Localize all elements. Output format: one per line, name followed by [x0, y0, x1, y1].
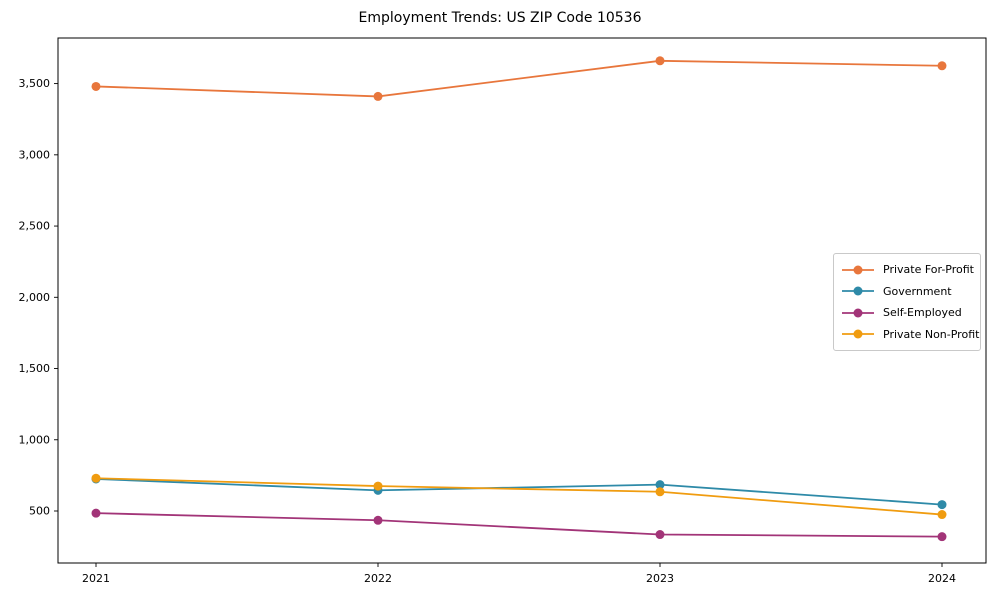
data-point-private-for-profit — [655, 56, 665, 66]
x-tick-label: 2024 — [928, 572, 956, 585]
legend-marker-icon — [842, 286, 874, 296]
data-point-private-for-profit — [373, 91, 383, 101]
legend-label: Government — [883, 284, 952, 298]
data-point-self-employed — [655, 530, 665, 540]
data-point-self-employed — [373, 515, 383, 525]
series-line-private-non-profit — [95, 477, 943, 516]
legend-label: Self-Employed — [883, 306, 962, 320]
legend-label: Private Non-Profit — [883, 327, 980, 341]
legend-item: Government — [841, 281, 972, 303]
y-tick-label: 1,500 — [19, 362, 51, 375]
axes-frame — [57, 37, 987, 564]
series-line-government — [95, 478, 943, 506]
data-point-self-employed — [91, 508, 101, 518]
x-tick-label: 2023 — [646, 572, 674, 585]
legend-item: Private Non-Profit — [841, 324, 979, 346]
legend: Private For-Profit Government Self-Employe… — [833, 253, 981, 351]
legend-marker-icon — [842, 265, 874, 275]
legend-item: Private For-Profit — [841, 259, 974, 281]
data-point-private-for-profit — [91, 81, 101, 91]
x-tick-label: 2022 — [364, 572, 392, 585]
y-tick-label: 3,500 — [19, 77, 51, 90]
data-point-private-non-profit — [655, 487, 665, 497]
data-point-private-for-profit — [937, 61, 947, 71]
legend-label: Private For-Profit — [883, 263, 974, 277]
legend-marker-icon — [842, 308, 874, 318]
y-tick-label: 2,500 — [19, 220, 51, 233]
x-tick-label: 2021 — [82, 572, 110, 585]
data-point-government — [655, 480, 665, 490]
y-tick-label: 1,000 — [19, 433, 51, 446]
y-tick-label: 2,000 — [19, 291, 51, 304]
chart-title: Employment Trends: US ZIP Code 10536 — [358, 10, 642, 26]
series-line-private-for-profit — [95, 59, 943, 98]
data-point-private-non-profit — [373, 481, 383, 491]
y-tick-label: 500 — [29, 504, 50, 517]
data-point-private-non-profit — [91, 473, 101, 483]
data-point-government — [937, 500, 947, 510]
series-line-self-employed — [95, 512, 943, 538]
data-point-private-non-profit — [937, 510, 947, 520]
y-tick-label: 3,000 — [19, 148, 51, 161]
data-point-self-employed — [937, 532, 947, 542]
legend-item: Self-Employed — [841, 302, 972, 324]
legend-marker-icon — [842, 329, 874, 339]
